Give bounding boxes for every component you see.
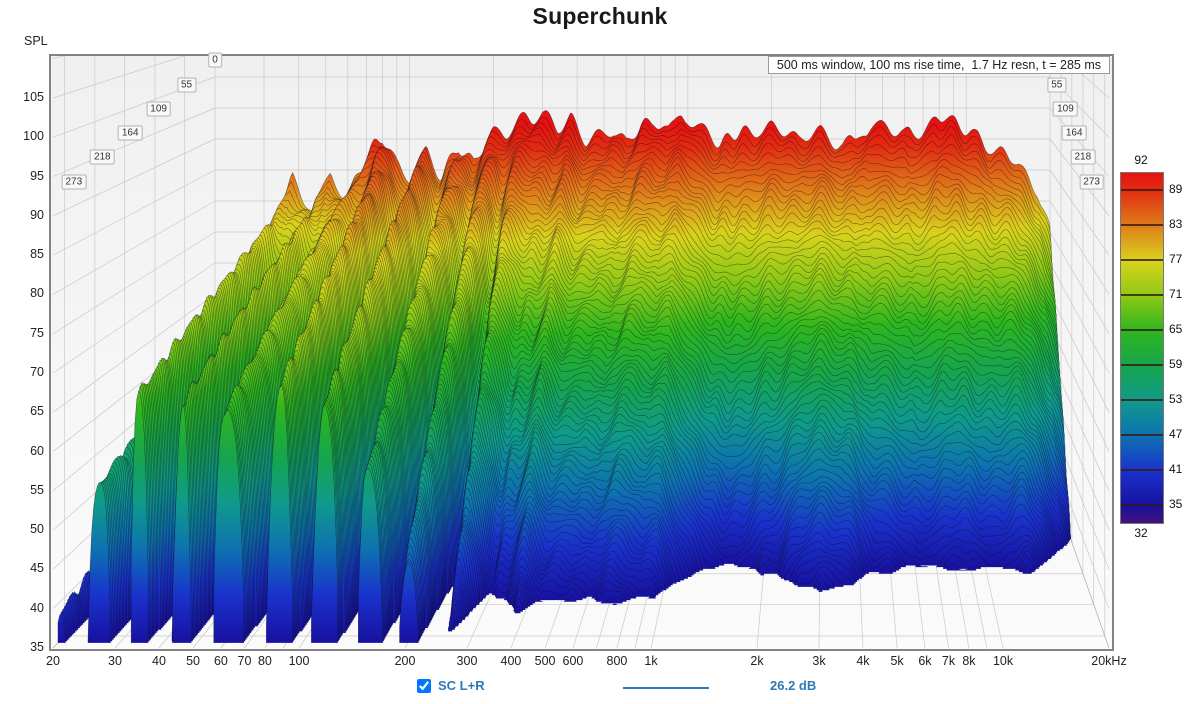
colorbar-tick-label: 89 bbox=[1169, 181, 1183, 196]
frequency-tick-label: 300 bbox=[456, 654, 478, 668]
frequency-tick-label: 3k bbox=[812, 654, 826, 668]
frequency-tick-label: 400 bbox=[500, 654, 522, 668]
spl-tick-label: 70 bbox=[30, 365, 44, 379]
spl-tick-label: 90 bbox=[30, 207, 44, 222]
time-tick-label-right: 164 bbox=[1061, 125, 1087, 141]
spl-tick-label: 65 bbox=[30, 404, 44, 419]
spl-tick-label: 35 bbox=[30, 640, 44, 654]
colorbar-tick-label: 83 bbox=[1169, 216, 1183, 231]
spl-tick-label: 95 bbox=[30, 168, 44, 183]
time-tick-label-right: 218 bbox=[1070, 149, 1096, 165]
page-title: Superchunk bbox=[532, 3, 668, 29]
colorbar-tick-label: 41 bbox=[1169, 461, 1183, 476]
colorbar-tick bbox=[1121, 433, 1163, 436]
frequency-tick-label: 80 bbox=[257, 654, 272, 668]
colorbar-tick bbox=[1121, 398, 1163, 401]
time-tick-label-right: 273 bbox=[1079, 174, 1104, 190]
colorbar-tick bbox=[1121, 223, 1163, 226]
spl-axis-title: SPL bbox=[24, 34, 48, 48]
frequency-tick-label: 2k bbox=[750, 654, 764, 668]
frequency-tick-label: 6k bbox=[918, 654, 932, 668]
colorbar-gradient bbox=[1120, 172, 1164, 524]
frequency-tick-label: 200 bbox=[394, 654, 416, 668]
frequency-tick-label: 30 bbox=[108, 654, 122, 668]
colorbar-tick bbox=[1121, 293, 1163, 296]
frequency-tick-label: 600 bbox=[562, 654, 584, 668]
frequency-tick-label: 8k bbox=[962, 654, 976, 668]
trace-label: SC L+R bbox=[438, 678, 485, 693]
frequency-tick-label: 500 bbox=[534, 654, 556, 668]
colorbar-max-label: 92 bbox=[1134, 153, 1148, 167]
spl-tick-label: 60 bbox=[30, 443, 44, 458]
colorbar-min-label: 32 bbox=[1134, 526, 1148, 540]
colorbar-tick-label: 53 bbox=[1169, 391, 1183, 406]
frequency-tick-label: 20kHz bbox=[1091, 654, 1127, 668]
frequency-tick-label: 70 bbox=[237, 654, 252, 668]
frequency-tick-label: 800 bbox=[606, 654, 628, 668]
colorbar-tick bbox=[1121, 503, 1163, 506]
colorbar-tick-label: 35 bbox=[1169, 496, 1183, 511]
colorbar-tick bbox=[1121, 468, 1163, 471]
time-tick-label-left: 109 bbox=[146, 101, 171, 117]
spl-tick-label: 50 bbox=[30, 522, 44, 537]
frequency-tick-label: 20 bbox=[46, 654, 60, 668]
colorbar-tick bbox=[1121, 363, 1163, 366]
colorbar-tick bbox=[1121, 328, 1163, 331]
colorbar-tick bbox=[1121, 258, 1163, 261]
time-tick-label-right: 55 bbox=[1047, 77, 1067, 92]
colorbar-tick-label: 77 bbox=[1169, 251, 1183, 266]
frequency-tick-label: 4k bbox=[856, 654, 870, 668]
trace-visibility-checkbox[interactable] bbox=[417, 679, 431, 693]
time-tick-label-right: 109 bbox=[1053, 101, 1078, 117]
spl-tick-label: 80 bbox=[30, 286, 44, 301]
spl-tick-label: 105 bbox=[23, 90, 44, 104]
time-tick-label-left: 55 bbox=[177, 77, 197, 92]
colorbar-tick-label: 65 bbox=[1169, 321, 1183, 336]
time-tick-label-left: 218 bbox=[89, 149, 115, 165]
frequency-tick-label: 5k bbox=[890, 654, 904, 668]
colorbar-tick bbox=[1121, 188, 1163, 191]
trace-color-line bbox=[623, 687, 709, 689]
frequency-tick-label: 100 bbox=[288, 654, 310, 668]
time-tick-label-left: 273 bbox=[61, 174, 87, 190]
spl-tick-label: 45 bbox=[30, 561, 44, 576]
trace-value-label: 26.2 dB bbox=[770, 678, 817, 693]
frequency-tick-label: 60 bbox=[213, 654, 228, 668]
frequency-tick-label: 40 bbox=[152, 654, 166, 668]
measurement-info-box: 500 ms window, 100 ms rise time, 1.7 Hz … bbox=[767, 56, 1110, 74]
spl-tick-label: 40 bbox=[30, 600, 44, 615]
colorbar-tick-label: 59 bbox=[1169, 356, 1183, 371]
time-tick-label-left: 164 bbox=[117, 125, 143, 141]
time-tick-label-left: 0 bbox=[208, 52, 222, 68]
spl-tick-label: 85 bbox=[30, 247, 44, 262]
spl-tick-label: 75 bbox=[30, 325, 44, 340]
frequency-tick-label: 10k bbox=[992, 654, 1014, 668]
frequency-tick-label: 7k bbox=[941, 654, 956, 668]
spl-tick-label: 55 bbox=[30, 482, 44, 497]
frequency-tick-label: 1k bbox=[644, 654, 658, 668]
colorbar-tick-label: 71 bbox=[1169, 286, 1183, 301]
frequency-tick-label: 50 bbox=[186, 654, 201, 668]
spl-tick-label: 100 bbox=[23, 129, 44, 144]
colorbar-tick-label: 47 bbox=[1169, 426, 1183, 441]
